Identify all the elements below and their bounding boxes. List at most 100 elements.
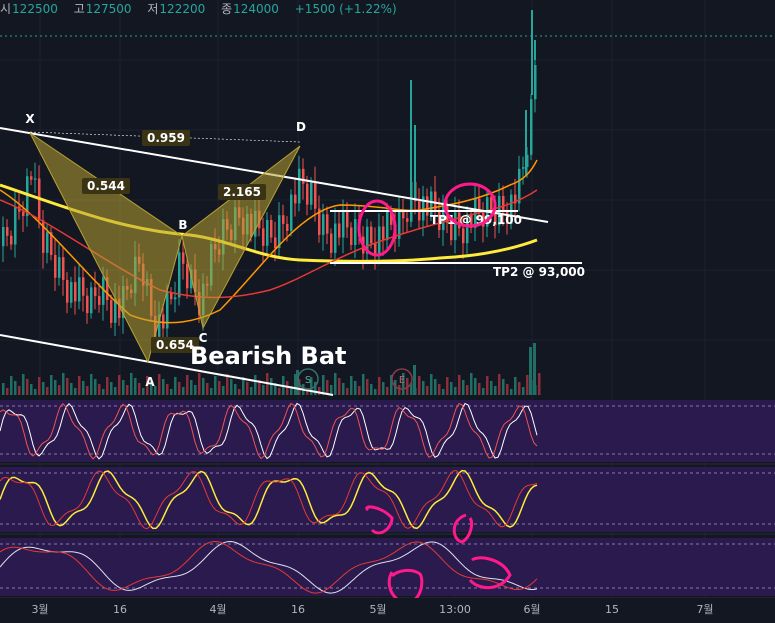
candle-body: [386, 210, 389, 241]
volume-bar: [538, 373, 541, 395]
candle-body: [518, 168, 521, 204]
x-axis-tick: 7월: [696, 603, 713, 616]
volume-bar: [410, 383, 413, 395]
volume-bar: [246, 382, 249, 395]
volume-bar: [6, 388, 9, 395]
candle-body: [490, 197, 493, 212]
candle-body: [170, 292, 173, 300]
candle-body: [54, 255, 57, 278]
candle-body: [62, 257, 65, 280]
event-marker-circle: [391, 368, 413, 390]
volume-bar: [2, 383, 5, 395]
volume-bar: [386, 387, 389, 395]
candle-body: [174, 297, 177, 300]
volume-bar: [314, 382, 317, 395]
candle-body: [34, 178, 37, 180]
candle-body: [282, 215, 285, 224]
candle-body: [270, 220, 273, 238]
pattern-point-d: D: [296, 120, 306, 134]
highlight-circle: [365, 505, 394, 535]
candle-body: [74, 282, 77, 302]
volume-bar: [438, 384, 441, 395]
volume-bar: [146, 376, 149, 395]
volume-bar: [486, 376, 489, 395]
candle-body: [58, 257, 61, 278]
volume-bar: [398, 385, 401, 395]
volume-bar: [510, 389, 513, 395]
candle-body: [330, 233, 333, 253]
volume-bar: [242, 377, 245, 395]
volume-bar: [498, 374, 501, 395]
volume-bar: [286, 381, 289, 395]
candle-body: [534, 65, 537, 100]
tp2-label: TP2 @ 93,000: [493, 265, 585, 279]
candle-body: [6, 227, 9, 236]
candle-body: [30, 176, 33, 180]
candle-body: [466, 213, 469, 244]
volume-bar: [458, 375, 461, 395]
candle-body: [342, 209, 345, 238]
volume-bar: [434, 379, 437, 395]
volume-bar: [514, 377, 517, 395]
volume-bar: [296, 370, 299, 395]
candle-body: [350, 227, 353, 245]
high-label: 고: [73, 2, 85, 16]
volume-bar: [406, 378, 409, 395]
candle-body: [70, 282, 73, 303]
volume-bar: [202, 378, 205, 395]
candle-body: [266, 220, 269, 246]
xd-ratio-line: [29, 131, 301, 143]
volume-bar: [278, 388, 281, 395]
ratio-label: 0.654: [156, 338, 194, 352]
indicator-panel-bg: [0, 538, 775, 596]
volume-bar: [306, 389, 309, 395]
low-label: 저: [147, 2, 159, 16]
volume-bar: [262, 385, 265, 395]
pattern-point-a: A: [145, 375, 155, 389]
volume-bar: [422, 381, 425, 395]
candle-body: [514, 194, 517, 204]
candle-body: [262, 228, 265, 246]
volume-bar: [370, 384, 373, 395]
candle-body: [158, 314, 161, 337]
volume-bar: [490, 381, 493, 395]
volume-bar: [126, 385, 129, 395]
lower-trendline: [0, 334, 334, 396]
candle-body: [186, 263, 189, 289]
volume-bar: [58, 385, 61, 395]
event-marker-circle: [297, 368, 319, 390]
volume-bar: [418, 376, 421, 395]
candle-body: [166, 292, 169, 329]
candle-body: [294, 194, 297, 204]
volume-bar: [294, 374, 297, 395]
volume-bar: [154, 386, 157, 395]
candle-body: [118, 298, 121, 318]
ratio-label-box: [142, 130, 190, 146]
volume-bar: [170, 389, 173, 395]
pattern-title: Bearish Bat: [190, 342, 347, 370]
volume-bar: [366, 379, 369, 395]
candle-body: [26, 176, 29, 217]
x-axis-tick: 3월: [31, 603, 48, 616]
candle-body: [22, 211, 25, 217]
volume-bar: [158, 374, 161, 395]
rsi-signal-line: [0, 469, 538, 530]
volume-bar: [350, 376, 353, 395]
candle-body: [106, 277, 109, 301]
volume-bar: [142, 388, 145, 395]
volume-bar: [378, 377, 381, 395]
volume-bar: [34, 389, 37, 395]
macd-signal-line: [0, 540, 538, 594]
candle-body: [422, 196, 425, 221]
volume-bar: [10, 376, 13, 395]
stoch-k-line: [0, 402, 538, 460]
volume-bar: [190, 380, 193, 395]
volume-bar: [450, 382, 453, 395]
rsi-line: [0, 469, 538, 530]
volume-bar: [529, 347, 532, 395]
volume-bar: [194, 385, 197, 395]
volume-bar: [506, 384, 509, 395]
volume-bar: [214, 376, 217, 395]
volume-bar: [426, 386, 429, 395]
